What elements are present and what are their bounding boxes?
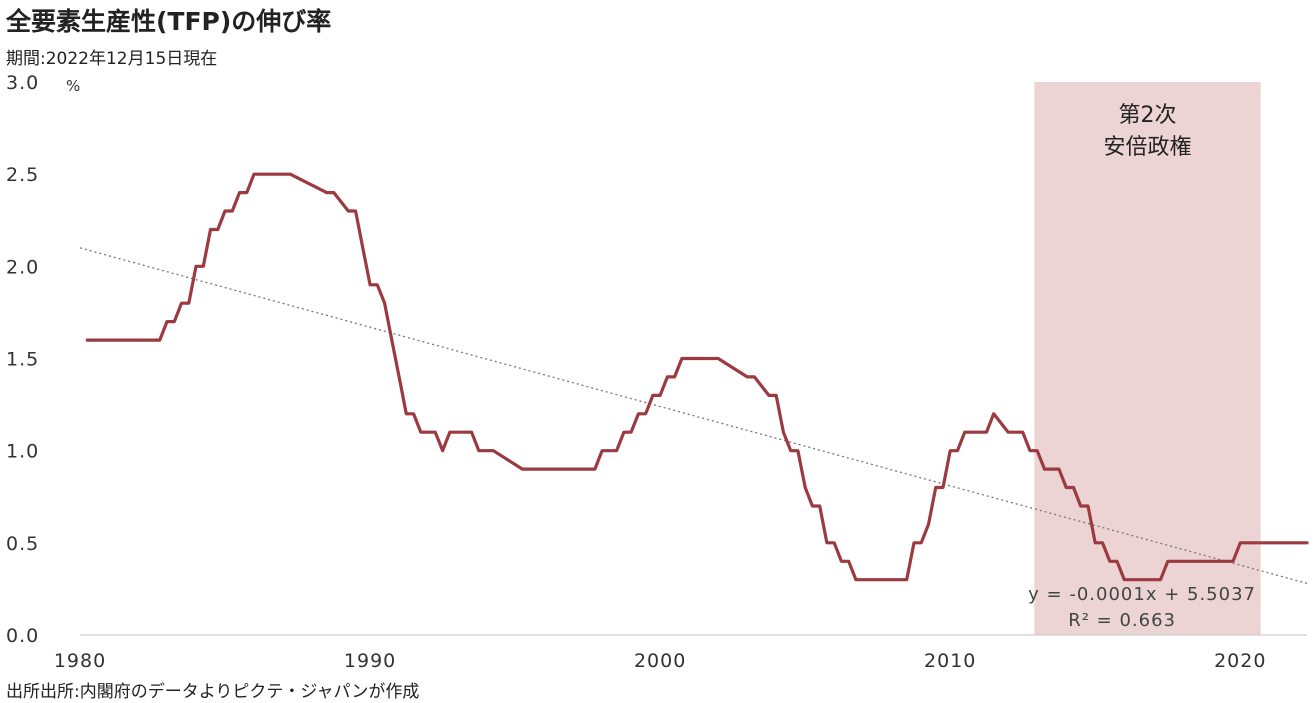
y-tick-label: 2.5 xyxy=(6,164,39,186)
trendline-r-squared: R² = 0.663 xyxy=(1068,610,1176,631)
y-tick-label: 3.0 xyxy=(6,72,39,94)
shaded-region-label-2: 安倍政権 xyxy=(1103,135,1191,160)
source-note: 出所出所:内閣府のデータよりピクテ・ジャパンが作成 xyxy=(6,682,420,702)
y-tick-label: 1.5 xyxy=(6,349,39,371)
y-tick-label: 0.0 xyxy=(6,625,39,647)
trendline-equation: y = -0.0001x + 5.5037 xyxy=(1028,584,1256,605)
abe-government-shaded-region xyxy=(1034,82,1261,635)
x-tick-label: 2010 xyxy=(924,650,976,672)
y-unit-label: % xyxy=(66,77,80,95)
shaded-region-label-1: 第2次 xyxy=(1118,103,1176,128)
x-tick-label: 2000 xyxy=(634,650,686,672)
y-tick-label: 0.5 xyxy=(6,533,39,555)
y-tick-label: 1.0 xyxy=(6,441,39,463)
x-tick-label: 2020 xyxy=(1214,650,1266,672)
tfp-growth-series-line xyxy=(85,172,1309,582)
y-tick-label: 2.0 xyxy=(6,256,39,278)
x-tick-label: 1980 xyxy=(54,650,106,672)
chart-subtitle: 期間:2022年12月15日現在 xyxy=(6,49,218,69)
linear-trendline xyxy=(79,247,1308,585)
chart-title: 全要素生産性(TFP)の伸び率 xyxy=(6,7,332,36)
x-tick-label: 1990 xyxy=(344,650,396,672)
